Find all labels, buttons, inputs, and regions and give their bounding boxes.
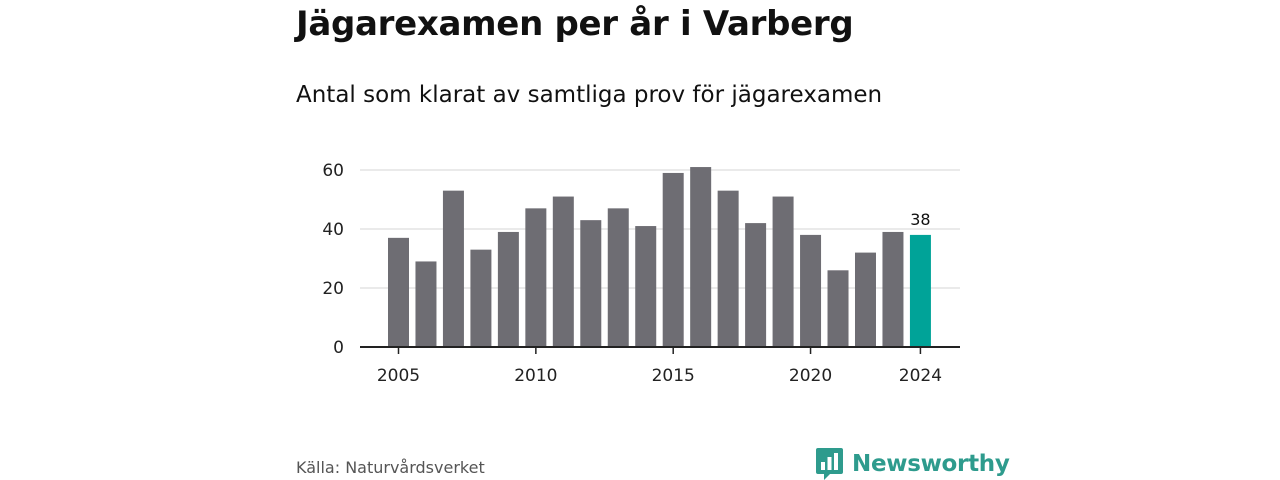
- newsworthy-logo: Newsworthy: [815, 447, 1010, 480]
- bar-2007: [442, 190, 464, 347]
- chart-title: Jägarexamen per år i Varberg: [296, 4, 854, 44]
- y-tick-label: 60: [322, 161, 344, 181]
- x-tick-label: 2005: [377, 366, 420, 386]
- bar-2024: [909, 234, 931, 347]
- x-tick-label: 2010: [514, 366, 557, 386]
- bar-2014: [635, 226, 657, 347]
- source-note: Källa: Naturvårdsverket: [296, 458, 485, 477]
- y-tick-label: 0: [333, 338, 344, 358]
- bar-2018: [745, 223, 767, 347]
- bar-2022: [854, 252, 876, 347]
- bar-2013: [607, 208, 629, 347]
- bar-2005: [388, 237, 409, 347]
- bar-2015: [662, 172, 684, 347]
- bar-2012: [580, 220, 602, 347]
- x-tick-label: 2020: [789, 366, 832, 386]
- newsworthy-logo-text: Newsworthy: [852, 451, 1010, 477]
- bar-2009: [497, 231, 519, 347]
- bar-2010: [525, 208, 547, 347]
- y-tick-label: 20: [322, 279, 344, 299]
- bar-2011: [552, 196, 574, 347]
- bar-2008: [470, 249, 492, 347]
- data-label: 38: [910, 210, 930, 229]
- bar-2023: [882, 231, 904, 347]
- newsworthy-logo-icon: [816, 448, 843, 480]
- bar-2006: [415, 261, 437, 347]
- chart-subtitle: Antal som klarat av samtliga prov för jä…: [296, 82, 883, 108]
- bar-2019: [772, 196, 794, 347]
- bar-2016: [690, 167, 712, 347]
- bar-2021: [827, 270, 849, 347]
- y-tick-label: 40: [322, 220, 344, 240]
- bar-2017: [717, 190, 739, 347]
- x-tick-label: 2015: [652, 366, 695, 386]
- x-tick-label: 2024: [899, 366, 942, 386]
- bar-2020: [800, 234, 822, 347]
